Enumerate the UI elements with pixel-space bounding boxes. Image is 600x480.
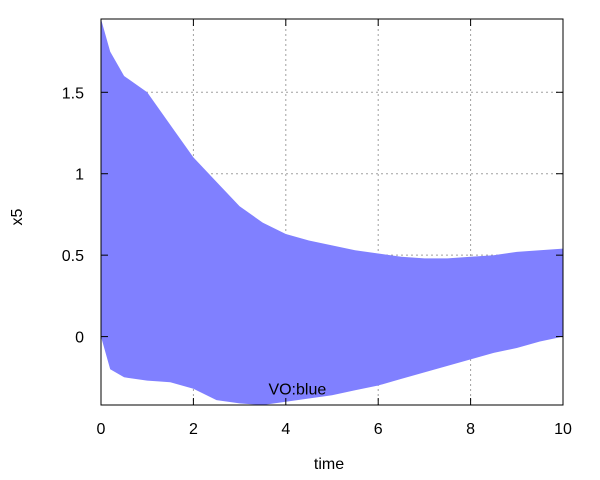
x-axis-label: time bbox=[314, 456, 344, 473]
y-axis-label: x5 bbox=[9, 208, 26, 225]
y-tick-label: 0.5 bbox=[62, 248, 84, 265]
plot-frame bbox=[100, 18, 564, 406]
y-tick-label: 0 bbox=[75, 330, 84, 347]
area-series bbox=[101, 19, 563, 405]
x-tick-label: 0 bbox=[97, 421, 106, 438]
y-tick-label: 1.5 bbox=[62, 85, 84, 102]
area-band bbox=[101, 19, 563, 405]
series-annotation: VO:blue bbox=[268, 382, 326, 399]
x-tick-label: 8 bbox=[466, 421, 475, 438]
ticks bbox=[100, 19, 564, 405]
x-tick-label: 6 bbox=[374, 421, 383, 438]
y-tick-label: 1 bbox=[75, 167, 84, 184]
x-tick-label: 2 bbox=[189, 421, 198, 438]
x-tick-label: 4 bbox=[281, 421, 290, 438]
x-tick-label: 10 bbox=[554, 421, 572, 438]
tick-labels: 0 2 4 6 8 10 0 0.5 1 1.5 bbox=[62, 85, 572, 438]
